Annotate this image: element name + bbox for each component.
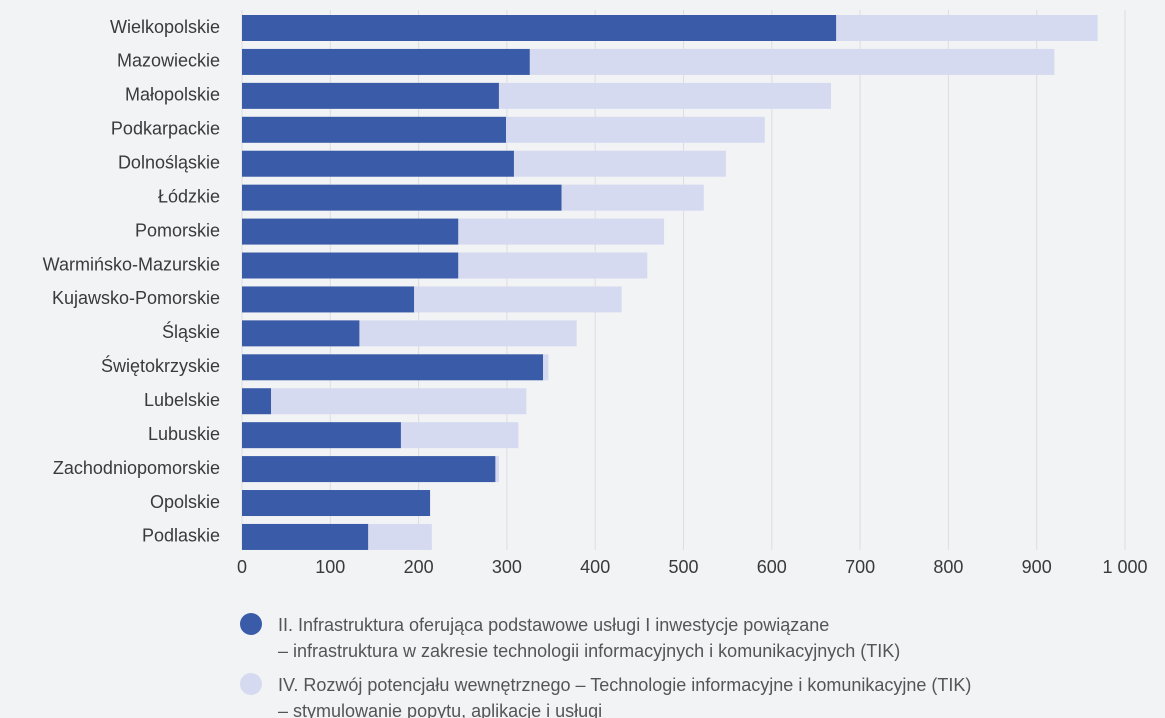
bar-segment [242, 48, 530, 75]
legend-swatch [240, 613, 262, 635]
category-label: Pomorskie [135, 220, 220, 240]
legend-label: IV. Rozwój potencjału wewnętrznego – Tec… [278, 675, 972, 718]
bar-segment [414, 286, 622, 313]
category-label: Lubelskie [144, 390, 220, 410]
bar-segment [242, 422, 401, 449]
legend-item: II. Infrastruktura oferująca podstawowe … [240, 612, 900, 664]
x-tick-label: 1 000 [1102, 557, 1147, 577]
bar-segment [368, 523, 432, 550]
x-tick-label: 800 [933, 557, 963, 577]
category-label: Śląskie [162, 321, 220, 342]
category-label: Wielkopolskie [110, 17, 220, 37]
category-label: Podkarpackie [111, 119, 220, 139]
legend-item: IV. Rozwój potencjału wewnętrznego – Tec… [240, 672, 971, 718]
x-tick-label: 300 [492, 557, 522, 577]
bar-segment [529, 48, 1055, 75]
bar-segment [242, 82, 499, 109]
bar-segment [242, 490, 431, 517]
bar-segment [242, 252, 459, 279]
bar-segment [513, 150, 726, 177]
x-tick-label: 700 [845, 557, 875, 577]
category-label: Małopolskie [125, 85, 220, 105]
x-tick-label: 600 [757, 557, 787, 577]
category-label: Łódzkie [158, 186, 220, 206]
category-label: Opolskie [150, 492, 220, 512]
x-tick-label: 500 [668, 557, 698, 577]
bar-segment [506, 116, 765, 143]
bar-segment [495, 456, 499, 483]
bar-segment [242, 116, 507, 143]
x-tick-label: 100 [315, 557, 345, 577]
bar-segment [242, 150, 514, 177]
bar-segment [359, 320, 577, 347]
legend-label: II. Infrastruktura oferująca podstawowe … [278, 615, 901, 661]
bar-segment [242, 218, 459, 245]
bar-segment [543, 354, 549, 381]
bar-segment [242, 523, 369, 550]
category-label: Świętokrzyskie [101, 355, 220, 376]
category-label: Kujawsko-Pomorskie [52, 288, 220, 308]
bar-segment [242, 388, 272, 415]
category-label: Podlaskie [142, 526, 220, 546]
bar-segment [242, 320, 360, 347]
bar-segment [458, 252, 648, 279]
x-tick-label: 900 [1022, 557, 1052, 577]
bar-segment [400, 422, 519, 449]
category-label: Zachodniopomorskie [53, 458, 220, 478]
bar-segment [271, 388, 527, 415]
x-tick-label: 200 [404, 557, 434, 577]
bar-segment [836, 15, 1098, 41]
category-label: Mazowieckie [117, 51, 220, 71]
category-label: Dolnośląskie [118, 152, 220, 172]
bar-segment [242, 15, 837, 41]
x-tick-label: 400 [580, 557, 610, 577]
bar-segment [242, 184, 562, 211]
bar-segment [242, 354, 544, 381]
bar-segment [458, 218, 665, 245]
x-tick-label: 0 [237, 557, 247, 577]
chart: 0 100 200 300 400 500 600 700 800 900 1 000 Wielkop… [43, 10, 1148, 577]
category-label: Warmińsko-Mazurskie [43, 254, 220, 274]
legend-swatch [240, 673, 262, 695]
bar-segment [242, 456, 496, 483]
category-label: Lubuskie [148, 424, 220, 444]
bar-segment [498, 82, 831, 109]
bar-segment [561, 184, 704, 211]
bar-segment [242, 286, 415, 313]
